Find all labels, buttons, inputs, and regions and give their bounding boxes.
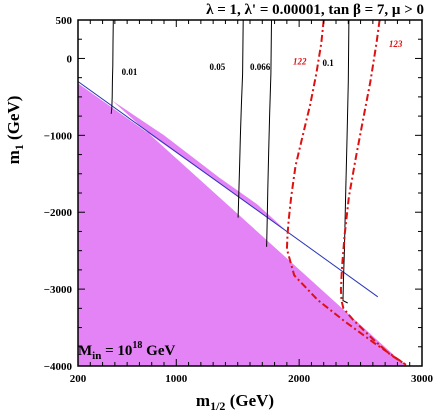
y-tick-label: −2000	[44, 207, 73, 219]
contour-label: 0.1	[322, 58, 334, 68]
contour-label: 0.066	[250, 62, 271, 72]
chart-title: λ = 1, λ' = 0.00001, tan β = 7, μ > 0	[206, 2, 424, 18]
x-tick-label: 3000	[411, 373, 434, 385]
contour-line-0-066	[266, 20, 272, 247]
contour-line-0-1	[342, 20, 350, 304]
contour-label: 0.01	[122, 67, 138, 77]
y-tick-label: −4000	[44, 361, 73, 373]
y-axis-title: m1 (GeV)	[4, 96, 26, 165]
x-tick-label: 1000	[165, 373, 188, 385]
y-axis: 500 0 −1000 −2000 −3000 −4000	[44, 15, 422, 373]
plot-layer	[78, 20, 407, 366]
contour-line-122	[285, 20, 407, 366]
contour-label: 122	[293, 57, 307, 67]
contour-line-0-05	[237, 20, 244, 218]
y-tick-label: −3000	[44, 284, 73, 296]
contour-line-0-01	[110, 20, 114, 114]
excluded-region	[78, 83, 406, 366]
y-tick-label: −1000	[44, 130, 73, 142]
x-tick-label: 2000	[288, 373, 311, 385]
y-tick-label: 500	[56, 15, 73, 27]
x-axis: 200 1000 2000 3000	[70, 20, 434, 385]
x-axis-title: m1/2 (GeV)	[196, 391, 274, 413]
contour-label: 0.05	[209, 62, 225, 72]
contour-label: 123	[389, 39, 403, 49]
y-tick-label: 0	[67, 53, 73, 65]
x-tick-label: 200	[70, 373, 87, 385]
blue-boundary-line	[78, 81, 379, 298]
contour-line-123	[339, 20, 407, 366]
boundary-scale-annotation: Min = 1018 GeV	[78, 340, 175, 362]
